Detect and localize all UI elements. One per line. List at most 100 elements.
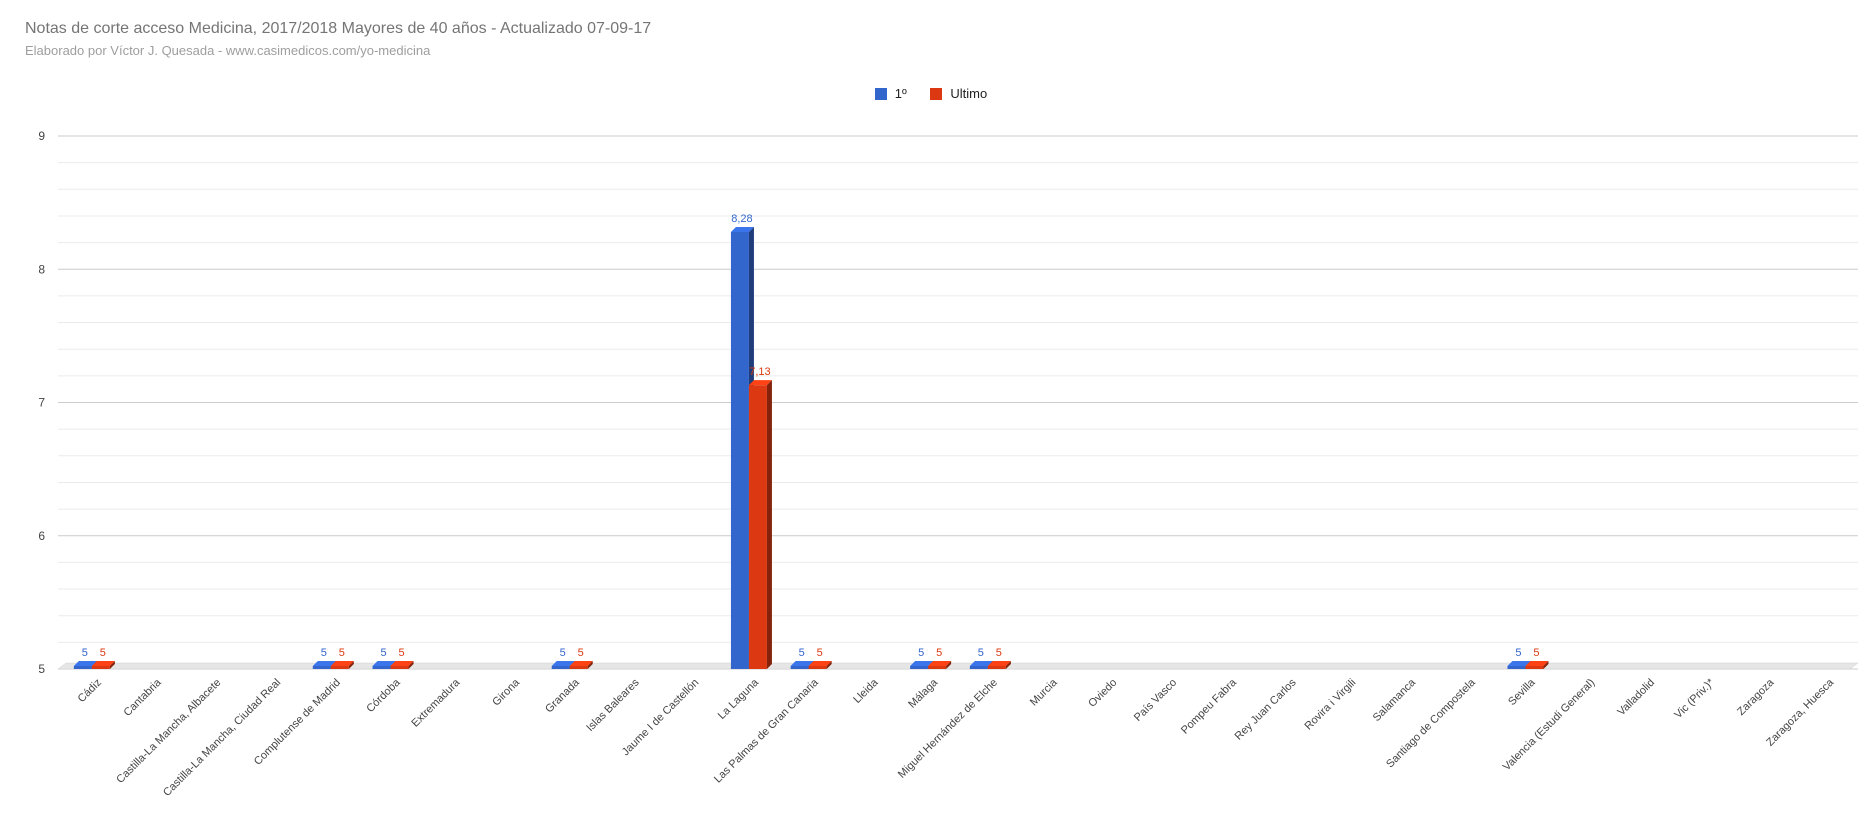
bar-2[interactable] — [808, 661, 832, 669]
legend-item-series-1[interactable]: 1º — [874, 86, 907, 101]
x-tick-label: Pompeu Fabra — [1179, 676, 1240, 737]
bar-2[interactable] — [390, 661, 414, 669]
data-label: 5 — [398, 647, 404, 659]
bar-front — [73, 666, 92, 669]
x-tick-label: Extremadura — [409, 676, 463, 730]
data-label: 5 — [1533, 647, 1539, 659]
chart-subtitle: Elaborado por Víctor J. Quesada - www.ca… — [25, 43, 431, 58]
bar-front — [748, 385, 767, 669]
bar-top — [372, 661, 396, 666]
bar-side — [766, 380, 772, 669]
legend-swatch-series-1 — [874, 87, 887, 100]
bar-side — [348, 661, 354, 669]
bar-front — [808, 666, 827, 669]
x-tick-label: País Vasco — [1132, 677, 1179, 724]
x-tick-label: Las Palmas de Gran Canaria — [712, 676, 821, 785]
bar-top — [330, 661, 354, 666]
bar-side — [1543, 661, 1549, 669]
data-label: 5 — [100, 647, 106, 659]
bar-top — [91, 661, 115, 666]
x-tick-label: Salamanca — [1371, 676, 1419, 724]
bar-side — [946, 661, 952, 669]
bar-front — [928, 666, 947, 669]
data-label: 5 — [799, 647, 805, 659]
bar-top — [73, 661, 97, 666]
x-tick-label: La Laguna — [716, 676, 762, 722]
y-tick-label: 6 — [38, 529, 45, 543]
bar-side — [408, 661, 414, 669]
x-tick-label: Lleida — [851, 676, 881, 706]
bar-front — [987, 666, 1006, 669]
bar-2[interactable] — [748, 380, 772, 669]
data-label: 5 — [978, 647, 984, 659]
bar-front — [1525, 666, 1544, 669]
data-label: 5 — [936, 647, 942, 659]
bar-top — [808, 661, 832, 666]
x-tick-label: Córdoba — [364, 676, 403, 715]
bar-top — [969, 661, 993, 666]
data-label: 5 — [1515, 647, 1521, 659]
x-tick-label: Vic (Priv.)* — [1672, 676, 1717, 721]
chart-legend: 1º Ultimo — [0, 86, 1862, 103]
chart-grid — [58, 135, 1858, 670]
bar-top — [390, 661, 414, 666]
x-tick-label: Valladolid — [1615, 677, 1657, 719]
bar-top — [928, 661, 952, 666]
bar-side — [109, 661, 115, 669]
data-label: 5 — [578, 647, 584, 659]
x-tick-label: Cádiz — [76, 677, 104, 705]
bar-2[interactable] — [330, 661, 354, 669]
bar-2[interactable] — [569, 661, 593, 669]
bar-top — [551, 661, 575, 666]
legend-label-series-2: Ultimo — [950, 86, 988, 101]
bar-side — [587, 661, 593, 669]
bar-top — [1525, 661, 1549, 666]
data-label: 5 — [560, 647, 566, 659]
y-tick-label: 7 — [38, 396, 45, 410]
x-tick-label: Oviedo — [1086, 677, 1119, 710]
bar-2[interactable] — [928, 661, 952, 669]
bar-2[interactable] — [987, 661, 1011, 669]
bar-front — [91, 666, 110, 669]
y-tick-label: 9 — [38, 129, 45, 143]
bar-2[interactable] — [1525, 661, 1549, 669]
bar-front — [551, 666, 570, 669]
x-tick-label: Cantabria — [122, 676, 165, 719]
bar-front — [969, 666, 988, 669]
bar-front — [390, 666, 409, 669]
legend-item-series-2[interactable]: Ultimo — [930, 86, 987, 101]
x-tick-label: Sevilla — [1506, 676, 1538, 708]
x-tick-label: Miguel Hernández de Elche — [896, 677, 1000, 781]
legend-label-series-1: 1º — [894, 86, 907, 101]
data-label: 7,13 — [749, 366, 770, 378]
x-tick-label: Castilla-La Mancha, Albacete — [114, 677, 223, 786]
bar-front — [910, 666, 929, 669]
bar-2[interactable] — [91, 661, 115, 669]
bar-top — [730, 226, 754, 232]
data-label: 5 — [321, 647, 327, 659]
x-tick-label: Rovira i Virgili — [1302, 677, 1358, 733]
data-label: 5 — [380, 647, 386, 659]
x-tick-label: Rey Juan Carlos — [1233, 676, 1299, 742]
x-tick-label: Zaragoza, Huesca — [1764, 676, 1837, 749]
bar-front — [312, 666, 331, 669]
bar-front — [330, 666, 349, 669]
x-tick-label: Málaga — [906, 676, 941, 711]
bar-top — [748, 380, 772, 386]
y-axis: 9 8 7 6 5 — [38, 129, 45, 676]
x-tick-label: Girona — [490, 676, 522, 708]
x-tick-label: Granada — [543, 676, 582, 715]
chart-floor-plane — [57, 662, 1859, 670]
bar-side — [1005, 661, 1011, 669]
legend-swatch-series-2 — [930, 87, 943, 100]
bar-front — [730, 231, 749, 669]
bar-top — [312, 661, 336, 666]
chart-title: Notas de corte acceso Medicina, 2017/201… — [25, 20, 652, 37]
x-tick-label: Islas Baleares — [584, 676, 642, 734]
data-label: 5 — [996, 647, 1002, 659]
chart-bars — [73, 226, 1549, 669]
bar-front — [790, 666, 809, 669]
x-tick-label: Castilla-La Mancha, Ciudad Real — [161, 677, 283, 799]
